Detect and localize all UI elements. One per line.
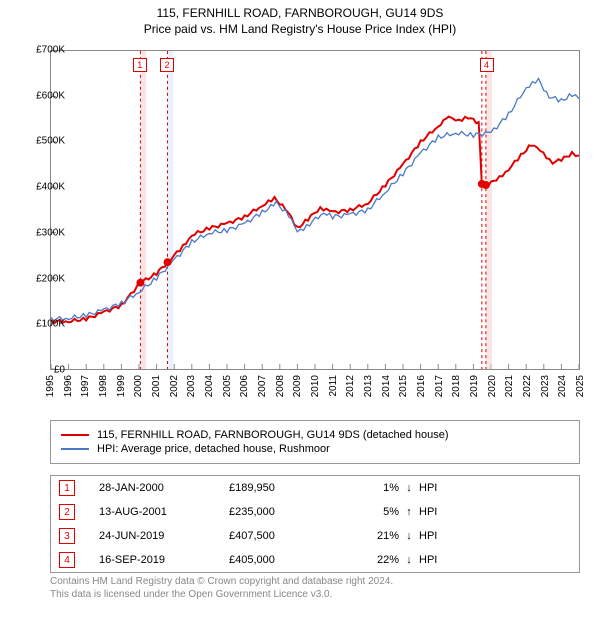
sale-number-badge: 2	[59, 504, 75, 520]
chart-subtitle: Price paid vs. HM Land Registry's House …	[0, 22, 600, 36]
x-tick-label: 2012	[345, 375, 356, 397]
x-tick-label: 2002	[169, 375, 180, 397]
x-tick-label: 2017	[434, 375, 445, 397]
y-tick-label: £300K	[36, 227, 65, 238]
table-row: 2 13-AUG-2001£235,0005%↑HPI	[51, 500, 579, 524]
y-tick-label: £400K	[36, 182, 65, 193]
x-tick-label: 2019	[469, 375, 480, 397]
legend-swatch-hpi	[61, 448, 89, 450]
x-tick-label: 2000	[133, 375, 144, 397]
x-tick-label: 2016	[416, 375, 427, 397]
y-tick-label: £500K	[36, 136, 65, 147]
x-tick-label: 2010	[310, 375, 321, 397]
sale-date: 13-AUG-2001	[99, 506, 229, 518]
x-tick-label: 2015	[398, 375, 409, 397]
x-tick-label: 2020	[487, 375, 498, 397]
y-tick-label: £200K	[36, 273, 65, 284]
sale-vs-label: HPI	[419, 530, 459, 542]
x-tick-label: 2025	[575, 375, 586, 397]
x-tick-label: 1997	[80, 375, 91, 397]
sale-date: 24-JUN-2019	[99, 530, 229, 542]
x-tick-label: 2011	[328, 375, 339, 397]
table-row: 3 24-JUN-2019£407,50021%↓HPI	[51, 524, 579, 548]
sale-vs-label: HPI	[419, 554, 459, 566]
sale-number-badge: 4	[59, 552, 75, 568]
sale-price: £405,000	[229, 554, 339, 566]
legend-label-hpi: HPI: Average price, detached house, Rush…	[97, 443, 330, 455]
x-tick-label: 2021	[504, 375, 515, 397]
sale-vs-label: HPI	[419, 506, 459, 518]
sale-price: £189,950	[229, 482, 339, 494]
chart-svg	[51, 51, 579, 369]
x-tick-label: 2007	[257, 375, 268, 397]
x-tick-label: 2001	[151, 375, 162, 397]
x-tick-label: 2009	[292, 375, 303, 397]
footer-line1: Contains HM Land Registry data © Crown c…	[50, 575, 580, 588]
chart-container: 115, FERNHILL ROAD, FARNBOROUGH, GU14 9D…	[0, 0, 600, 620]
footer-line2: This data is licensed under the Open Gov…	[50, 588, 580, 601]
y-tick-label: £100K	[36, 319, 65, 330]
footer-attribution: Contains HM Land Registry data © Crown c…	[50, 575, 580, 601]
x-tick-label: 1996	[63, 375, 74, 397]
sale-price: £235,000	[229, 506, 339, 518]
sale-arrow-icon: ↓	[399, 554, 419, 566]
sale-number-badge: 1	[59, 480, 75, 496]
sale-price: £407,500	[229, 530, 339, 542]
x-tick-label: 2006	[239, 375, 250, 397]
table-row: 4 16-SEP-2019£405,00022%↓HPI	[51, 548, 579, 572]
x-tick-label: 1995	[45, 375, 56, 397]
sale-arrow-icon: ↓	[399, 530, 419, 542]
chart-title-address: 115, FERNHILL ROAD, FARNBOROUGH, GU14 9D…	[0, 6, 600, 20]
sale-date: 28-JAN-2000	[99, 482, 229, 494]
x-tick-label: 1999	[116, 375, 127, 397]
sale-arrow-icon: ↓	[399, 482, 419, 494]
sale-diff-pct: 21%	[339, 530, 399, 542]
title-block: 115, FERNHILL ROAD, FARNBOROUGH, GU14 9D…	[0, 0, 600, 36]
legend-row-property: 115, FERNHILL ROAD, FARNBOROUGH, GU14 9D…	[61, 429, 569, 441]
chart-plot-area	[50, 50, 580, 370]
x-tick-label: 2014	[381, 375, 392, 397]
x-tick-label: 2004	[204, 375, 215, 397]
legend-row-hpi: HPI: Average price, detached house, Rush…	[61, 443, 569, 455]
x-tick-label: 2013	[363, 375, 374, 397]
x-tick-label: 2003	[186, 375, 197, 397]
x-tick-label: 2023	[540, 375, 551, 397]
legend-swatch-property	[61, 434, 89, 436]
sale-number-badge: 3	[59, 528, 75, 544]
x-tick-label: 2005	[222, 375, 233, 397]
sale-arrow-icon: ↑	[399, 506, 419, 518]
sale-date: 16-SEP-2019	[99, 554, 229, 566]
x-tick-label: 2022	[522, 375, 533, 397]
x-tick-label: 2018	[451, 375, 462, 397]
y-tick-label: £700K	[36, 45, 65, 56]
table-row: 1 28-JAN-2000£189,9501%↓HPI	[51, 476, 579, 500]
x-tick-label: 2008	[275, 375, 286, 397]
sale-diff-pct: 5%	[339, 506, 399, 518]
x-tick-label: 1998	[98, 375, 109, 397]
legend: 115, FERNHILL ROAD, FARNBOROUGH, GU14 9D…	[50, 420, 580, 464]
sales-table: 128-JAN-2000£189,9501%↓HPI213-AUG-2001£2…	[50, 475, 580, 573]
sale-diff-pct: 22%	[339, 554, 399, 566]
x-tick-label: 2024	[557, 375, 568, 397]
sale-diff-pct: 1%	[339, 482, 399, 494]
y-tick-label: £600K	[36, 90, 65, 101]
sale-vs-label: HPI	[419, 482, 459, 494]
y-tick-label: £0	[54, 365, 65, 376]
legend-label-property: 115, FERNHILL ROAD, FARNBOROUGH, GU14 9D…	[97, 429, 449, 441]
